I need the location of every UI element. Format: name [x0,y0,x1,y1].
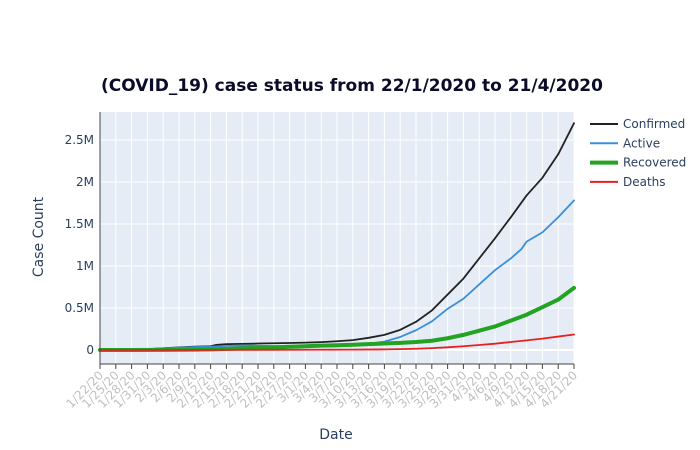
series-line-deaths[interactable] [99,333,575,351]
legend-label: Deaths [623,175,666,189]
legend-item-recovered[interactable]: Recovered [590,156,686,170]
legend-item-deaths[interactable]: Deaths [590,175,666,189]
y-tick-label: 1.5M [65,217,94,231]
legend-item-active[interactable]: Active [590,136,660,150]
y-tick-label: 0 [86,343,94,357]
y-tick-label: 1M [76,259,94,273]
x-axis-title: Date [319,427,352,443]
legend-label: Recovered [623,156,686,170]
chart-title: (COVID_19) case status from 22/1/2020 to… [101,76,603,96]
legend[interactable]: Confirmed Active Recovered Deaths [590,117,686,189]
y-tick-label: 0.5M [65,301,94,315]
y-tick-label: 2.5M [65,133,94,147]
legend-label: Confirmed [623,117,685,131]
legend-label: Active [623,136,660,150]
y-axis-title: Case Count [31,196,47,277]
series-lines [98,122,576,352]
gridlines [99,112,575,364]
legend-item-confirmed[interactable]: Confirmed [590,117,685,131]
y-tick-label: 2M [76,175,94,189]
